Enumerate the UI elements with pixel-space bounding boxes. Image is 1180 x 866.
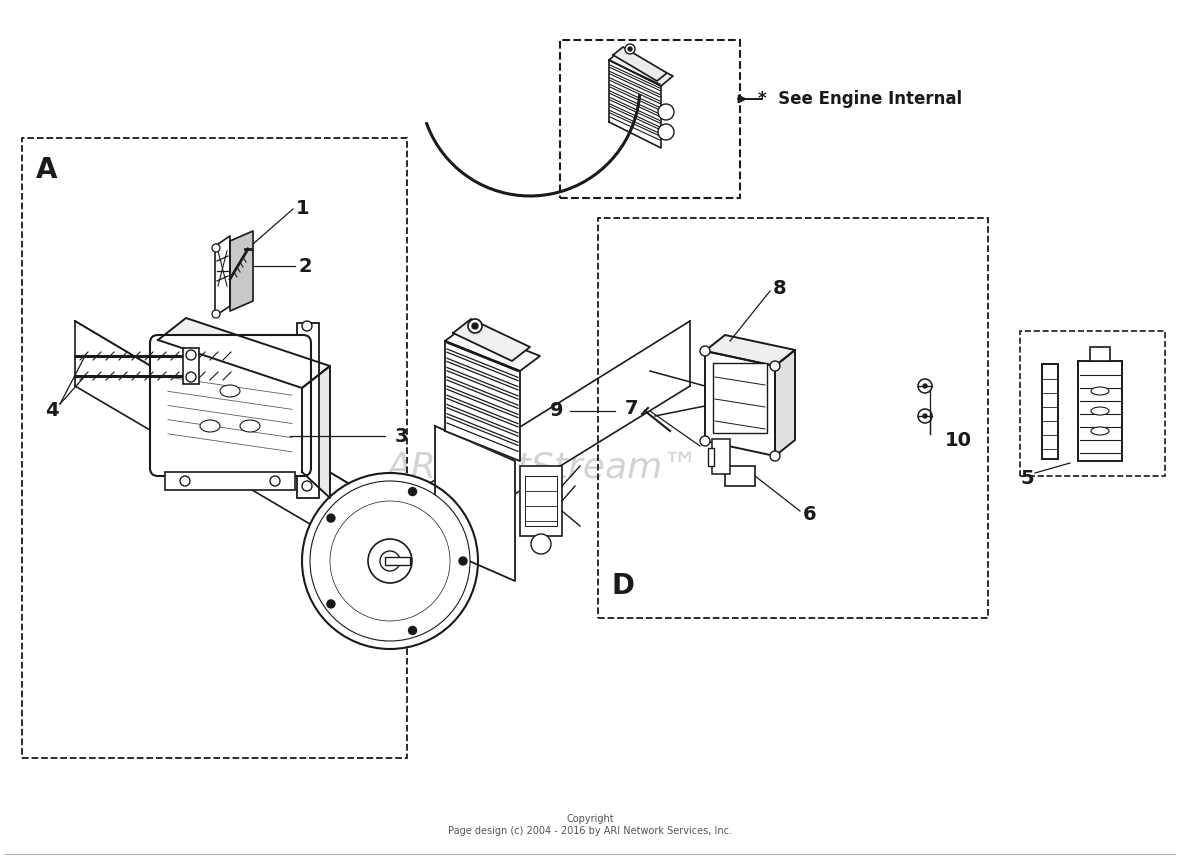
Circle shape <box>918 379 932 393</box>
Circle shape <box>628 47 632 51</box>
Circle shape <box>186 372 196 382</box>
Polygon shape <box>612 47 667 81</box>
Bar <box>1042 364 1058 459</box>
Circle shape <box>923 414 927 418</box>
Circle shape <box>771 361 780 371</box>
Ellipse shape <box>1092 387 1109 395</box>
Bar <box>525 476 557 526</box>
Circle shape <box>658 104 674 120</box>
Circle shape <box>625 44 635 54</box>
Polygon shape <box>215 236 230 316</box>
Polygon shape <box>775 350 795 456</box>
Circle shape <box>186 350 196 360</box>
Polygon shape <box>230 231 253 311</box>
Circle shape <box>658 124 674 140</box>
Circle shape <box>302 481 312 491</box>
Ellipse shape <box>1092 427 1109 435</box>
Circle shape <box>468 319 481 333</box>
Polygon shape <box>609 60 661 148</box>
Bar <box>713 363 767 433</box>
Circle shape <box>212 244 219 252</box>
Bar <box>183 348 199 384</box>
Polygon shape <box>445 326 540 371</box>
Circle shape <box>212 310 219 318</box>
Ellipse shape <box>1092 407 1109 415</box>
Bar <box>165 472 295 490</box>
Circle shape <box>700 346 710 356</box>
Polygon shape <box>609 50 673 86</box>
Polygon shape <box>704 335 795 366</box>
Text: 1: 1 <box>296 199 309 218</box>
Circle shape <box>181 476 190 486</box>
Circle shape <box>531 534 551 554</box>
FancyBboxPatch shape <box>150 335 312 476</box>
Ellipse shape <box>219 385 240 397</box>
Polygon shape <box>435 426 514 581</box>
Bar <box>22 138 407 758</box>
Text: 10: 10 <box>945 431 972 450</box>
Text: 9: 9 <box>550 402 564 421</box>
Polygon shape <box>302 366 330 498</box>
Text: ARI PartStream™: ARI PartStream™ <box>387 450 699 485</box>
Circle shape <box>700 436 710 446</box>
Polygon shape <box>445 341 520 461</box>
Circle shape <box>327 514 335 522</box>
Bar <box>1020 331 1165 476</box>
Circle shape <box>918 409 932 423</box>
Text: A: A <box>37 156 58 184</box>
Text: *  See Engine Internal: * See Engine Internal <box>758 90 962 108</box>
Circle shape <box>327 600 335 608</box>
Circle shape <box>302 321 312 331</box>
Circle shape <box>408 626 417 635</box>
Text: Copyright
Page design (c) 2004 - 2016 by ARI Network Services, Inc.: Copyright Page design (c) 2004 - 2016 by… <box>448 814 732 836</box>
Text: 2: 2 <box>299 256 312 275</box>
Bar <box>520 466 562 536</box>
Text: 5: 5 <box>1020 469 1034 488</box>
Circle shape <box>368 539 412 583</box>
Bar <box>1079 361 1122 461</box>
Circle shape <box>302 473 478 649</box>
Circle shape <box>472 323 478 329</box>
Bar <box>708 448 714 466</box>
Polygon shape <box>453 319 530 361</box>
Circle shape <box>380 551 400 571</box>
Bar <box>712 439 730 474</box>
Text: D: D <box>612 572 635 600</box>
Polygon shape <box>158 318 330 388</box>
Bar <box>598 218 988 618</box>
Ellipse shape <box>199 420 219 432</box>
Bar <box>560 40 740 198</box>
Circle shape <box>459 557 467 565</box>
Circle shape <box>270 476 280 486</box>
Text: 3: 3 <box>395 426 408 445</box>
Bar <box>297 323 319 498</box>
Circle shape <box>310 481 470 641</box>
Circle shape <box>771 451 780 461</box>
Text: 7: 7 <box>625 398 638 417</box>
Bar <box>385 557 409 565</box>
Text: 8: 8 <box>773 279 787 298</box>
Bar <box>1090 347 1110 361</box>
Polygon shape <box>704 351 775 456</box>
Text: 6: 6 <box>804 505 817 524</box>
Ellipse shape <box>240 420 260 432</box>
Circle shape <box>923 384 927 388</box>
Circle shape <box>408 488 417 495</box>
Text: 4: 4 <box>45 402 59 421</box>
Bar <box>725 466 755 486</box>
